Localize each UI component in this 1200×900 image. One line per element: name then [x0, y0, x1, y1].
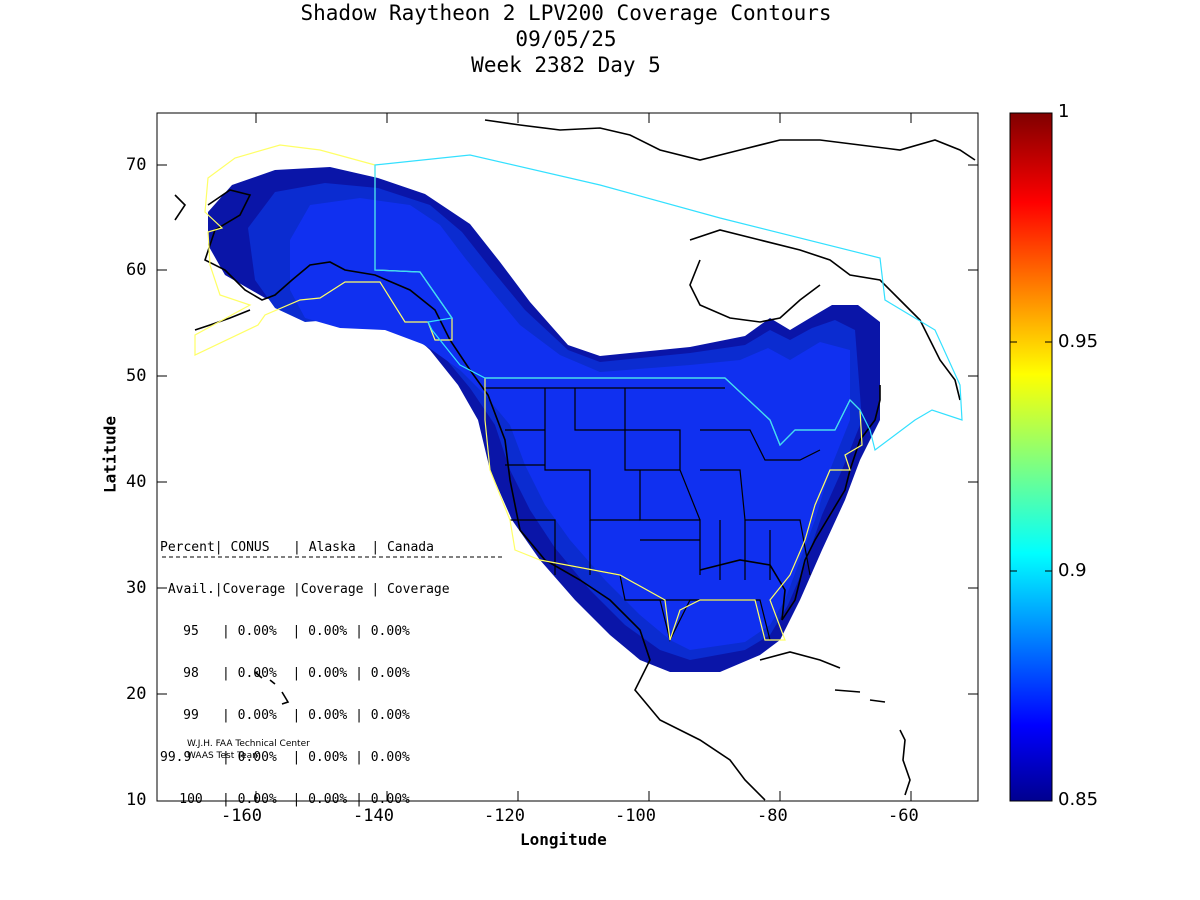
colorbar-label: 0.95	[1058, 331, 1099, 352]
stats-row: 98 | 0.00% | 0.00% | 0.00%	[160, 663, 450, 684]
stats-conus: 0.00%	[237, 624, 277, 639]
stats-alaska: 0.00%	[308, 750, 348, 765]
y-tick-label: 50	[126, 366, 147, 386]
credit-line-2: WAAS Test Team	[187, 751, 261, 761]
stats-conus: 0.00%	[237, 750, 277, 765]
chart-title-date: 09/05/25	[515, 27, 617, 51]
stats-conus: 0.00%	[237, 708, 277, 723]
colorbar-label: 1	[1058, 101, 1070, 122]
x-tick-label: -80	[757, 806, 788, 826]
stats-alaska: 0.00%	[308, 624, 348, 639]
x-tick-label: -140	[353, 806, 394, 826]
chart-title-line1: Shadow Raytheon 2 LPV200 Coverage Contou…	[300, 1, 832, 25]
stats-header-1: Percent| CONUS | Alaska | Canada	[160, 540, 434, 555]
x-tick-label: -120	[484, 806, 525, 826]
y-tick-label: 70	[126, 155, 147, 175]
x-tick-label: -160	[221, 806, 262, 826]
stats-pct: 95	[183, 624, 199, 639]
stats-canada: 0.00%	[370, 708, 410, 723]
y-tick-label: 40	[126, 472, 147, 492]
colorbar-ticks	[1010, 341, 1052, 572]
stats-canada: 0.00%	[370, 792, 410, 807]
stats-alaska: 0.00%	[308, 666, 348, 681]
canada-service-volume	[374, 154, 963, 452]
y-tick-label: 20	[126, 684, 147, 704]
stats-pct: 98	[183, 666, 199, 681]
stats-alaska: 0.00%	[308, 708, 348, 723]
chart-title-week: Week 2382 Day 5	[471, 53, 661, 77]
stats-pct: 99.9	[160, 750, 192, 765]
stats-canada: 0.00%	[370, 624, 410, 639]
stats-pct: 100	[179, 792, 203, 807]
stats-header-2: Avail.|Coverage |Coverage | Coverage	[160, 582, 450, 597]
x-tick-label: -60	[888, 806, 919, 826]
state-borders	[485, 387, 821, 642]
stats-row: 99.9 | 0.00% | 0.00% | 0.00%	[160, 747, 450, 768]
stats-conus: 0.00%	[237, 666, 277, 681]
coverage-stats-table: Percent| CONUS | Alaska | Canada Avail.|…	[160, 516, 450, 831]
x-tick-label: -100	[615, 806, 656, 826]
coastlines	[174, 119, 976, 801]
stats-pct: 99	[183, 708, 199, 723]
coverage-contour-inner	[290, 198, 850, 650]
colorbar	[1009, 112, 1053, 802]
stats-canada: 0.00%	[370, 666, 410, 681]
stats-row: 100 | 0.00% | 0.00% | 0.00%	[160, 789, 450, 810]
axis-tick-marks	[157, 113, 978, 801]
colorbar-label: 0.85	[1058, 789, 1099, 810]
stats-row: 95 | 0.00% | 0.00% | 0.00%	[160, 621, 450, 642]
plot-frame	[156, 112, 979, 802]
y-axis-title: Latitude	[100, 415, 120, 494]
y-tick-label: 10	[126, 790, 147, 810]
x-axis-title: Longitude	[520, 830, 607, 849]
stats-alaska: 0.00%	[308, 792, 348, 807]
y-tick-label: 30	[126, 578, 147, 598]
stats-row: 99 | 0.00% | 0.00% | 0.00%	[160, 705, 450, 726]
colorbar-label: 0.9	[1058, 560, 1087, 581]
stats-canada: 0.00%	[370, 750, 410, 765]
stats-conus: 0.00%	[237, 792, 277, 807]
y-tick-label: 60	[126, 260, 147, 280]
credit-line-1: W.J.H. FAA Technical Center	[187, 739, 310, 749]
